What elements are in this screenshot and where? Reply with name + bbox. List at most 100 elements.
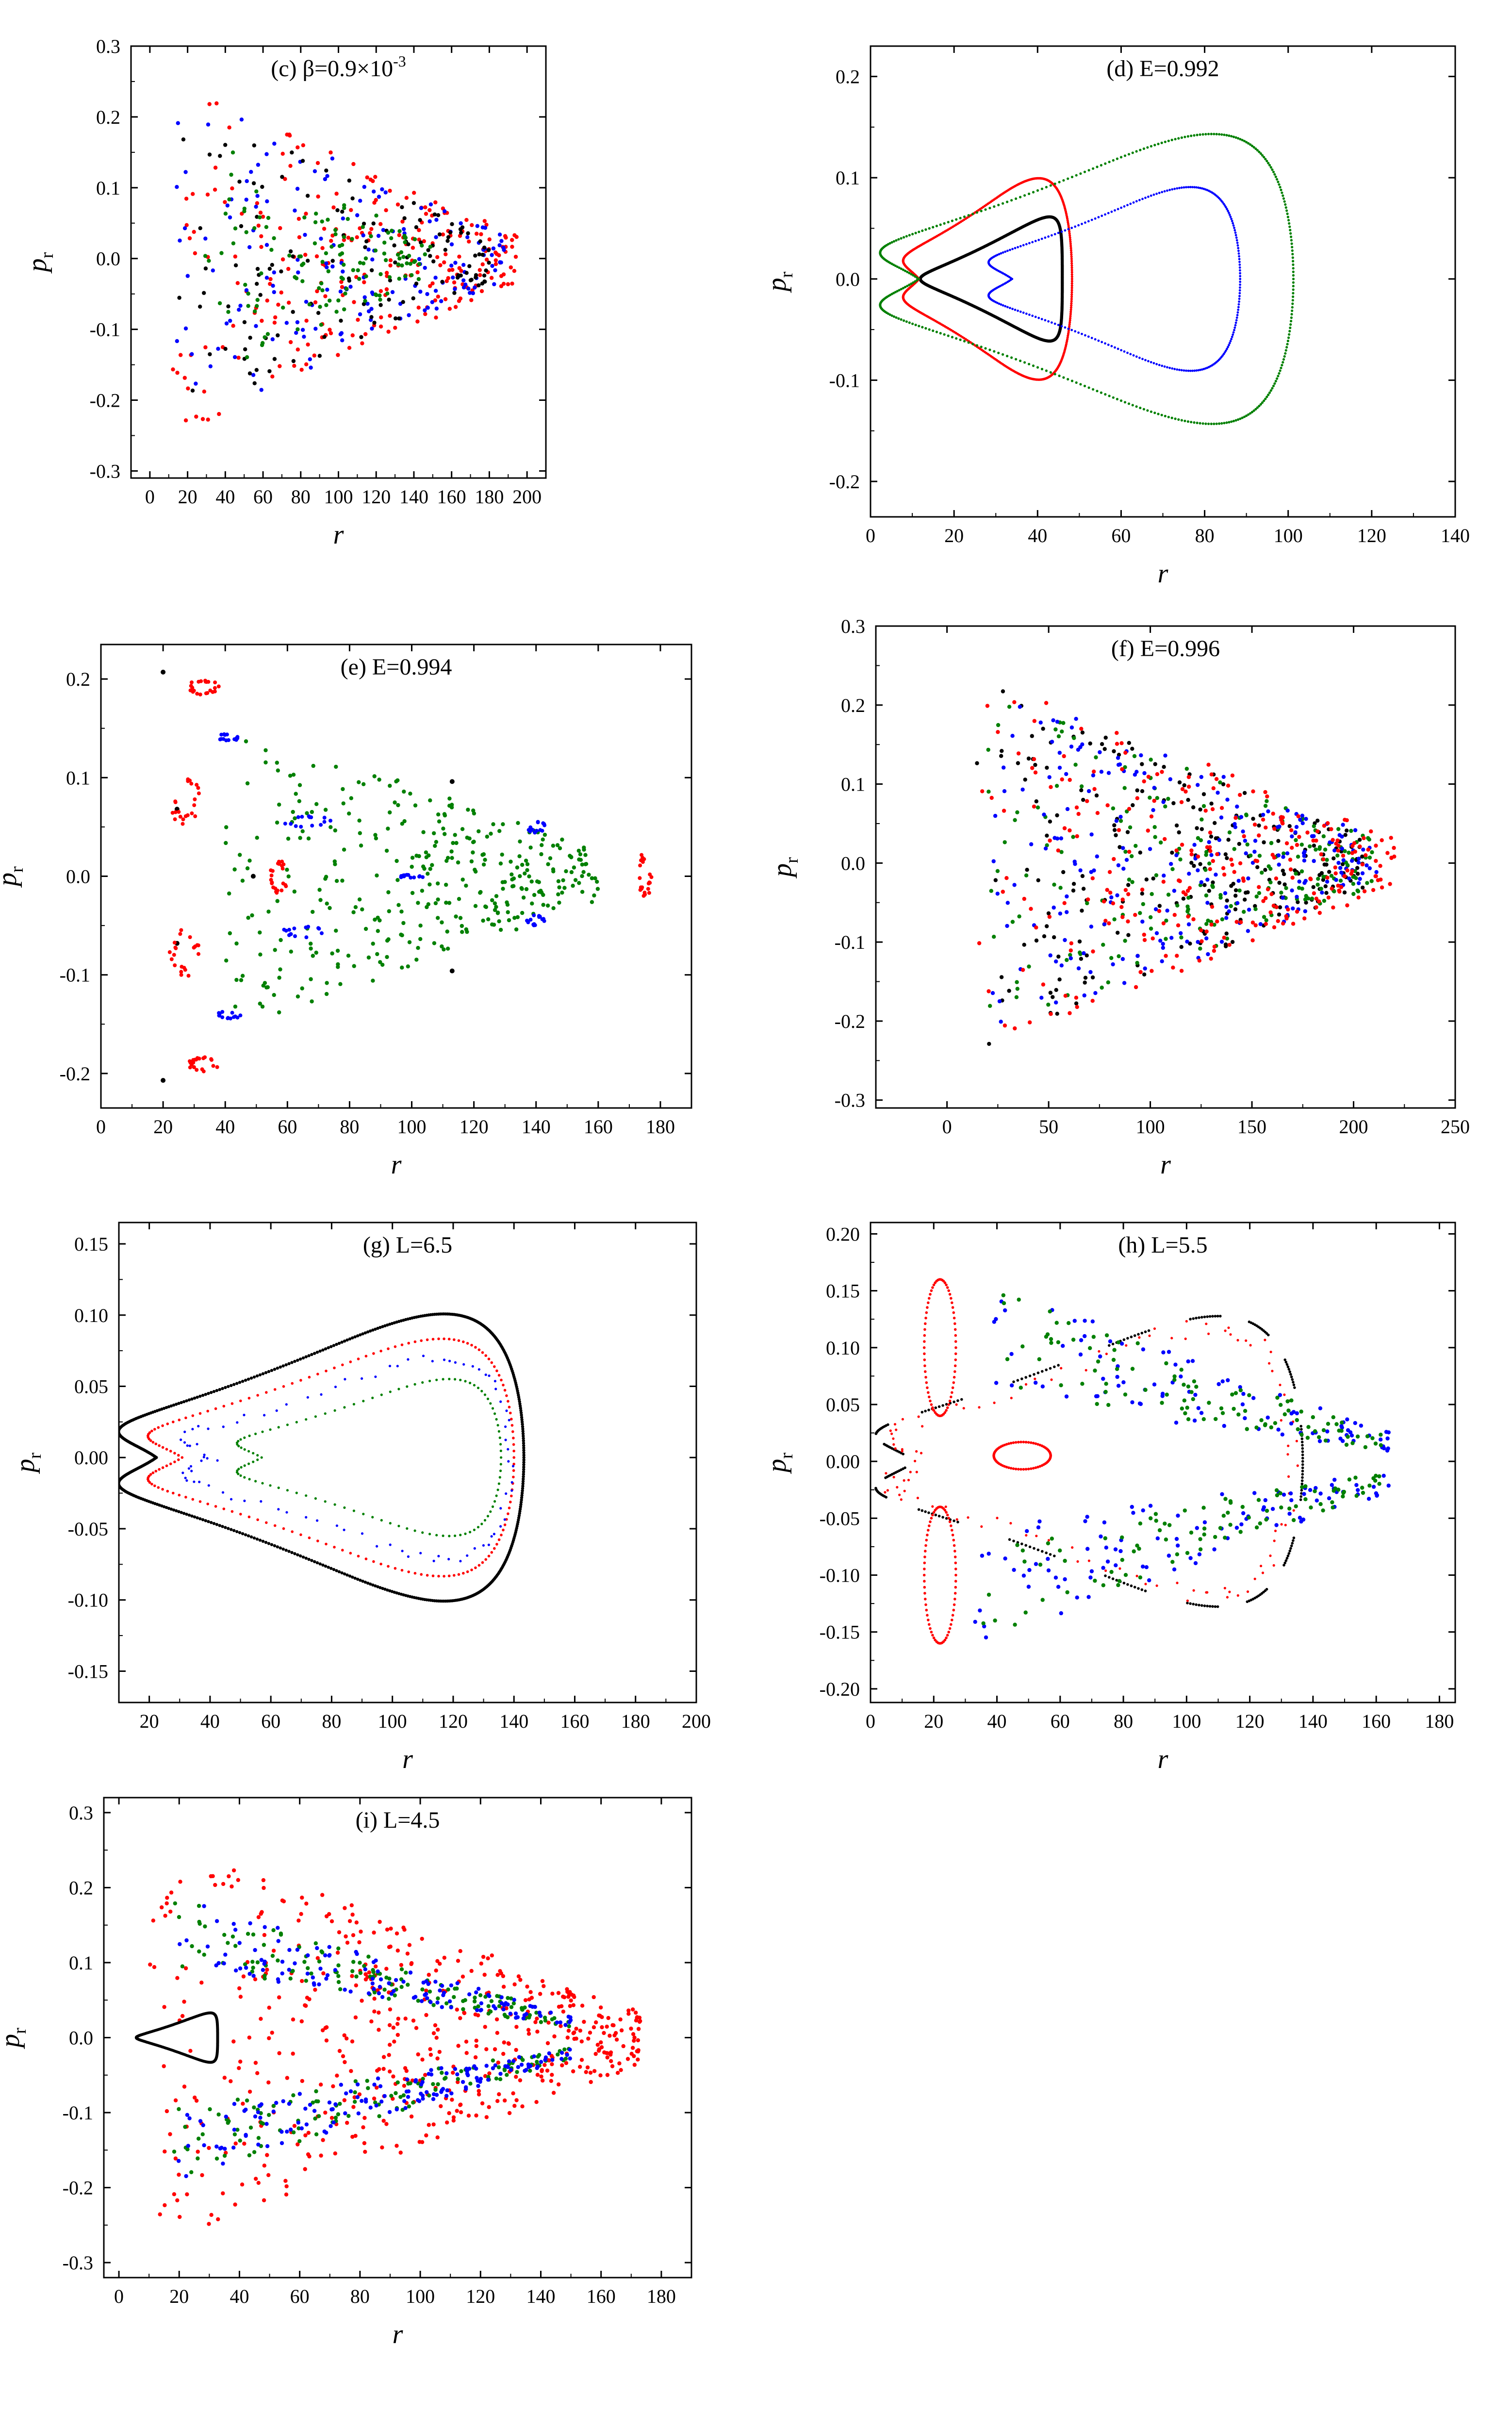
curve-point xyxy=(520,1491,524,1495)
data-point xyxy=(1186,914,1190,919)
curve-point xyxy=(351,1336,354,1339)
data-point xyxy=(1303,897,1308,902)
data-point xyxy=(297,254,301,259)
curve-point xyxy=(1229,340,1232,343)
data-point xyxy=(300,279,305,283)
data-point xyxy=(399,250,404,254)
data-point xyxy=(1249,853,1253,858)
curve-point xyxy=(1028,242,1031,245)
island-point xyxy=(186,974,191,978)
data-point xyxy=(1151,876,1155,881)
panel-e: 0 20 40 60 80 100 120 140 160 180-0.2-0.10.00.10.… xyxy=(0,644,692,1180)
data-point xyxy=(1065,958,1069,962)
curve-point xyxy=(1228,134,1231,137)
curve-point xyxy=(1070,266,1073,269)
island-point xyxy=(213,686,217,690)
curve-point xyxy=(1112,159,1115,162)
curve-point xyxy=(1068,321,1071,324)
curve-point xyxy=(943,222,946,225)
data-point xyxy=(386,231,391,235)
data-point xyxy=(1219,940,1224,944)
curve-point xyxy=(522,1434,525,1438)
data-point xyxy=(1212,949,1216,953)
island-point xyxy=(192,803,197,808)
data-point xyxy=(258,1001,262,1006)
data-point xyxy=(1336,860,1341,865)
curve-point xyxy=(386,1588,389,1592)
curve-point xyxy=(1173,368,1176,370)
data-point xyxy=(208,352,212,357)
data-point xyxy=(373,917,377,922)
data-point xyxy=(299,367,304,372)
curve-point xyxy=(1069,240,1072,243)
curve-point xyxy=(243,1436,246,1439)
y-tick-label: 0.1 xyxy=(841,774,865,795)
curve-point xyxy=(1150,145,1152,148)
data-point xyxy=(319,236,323,241)
curve-point xyxy=(1273,173,1276,176)
data-point xyxy=(1026,756,1031,761)
plot-frame xyxy=(870,45,1456,518)
data-point xyxy=(1187,784,1191,789)
curve-point xyxy=(1070,176,1074,179)
curve-point xyxy=(500,1534,503,1537)
island-point xyxy=(642,891,647,895)
data-point xyxy=(320,288,325,293)
island-point xyxy=(329,819,332,823)
data-point xyxy=(347,178,351,183)
data-point xyxy=(1229,904,1233,909)
data-point xyxy=(420,889,425,893)
panel-title-exponent: -3 xyxy=(393,52,406,70)
data-point xyxy=(433,843,437,848)
curve-point xyxy=(1028,363,1031,365)
data-point xyxy=(233,254,237,259)
y-tick-label: -0.3 xyxy=(835,1090,865,1111)
data-point xyxy=(1277,880,1282,885)
curve-point xyxy=(1290,320,1293,323)
data-point xyxy=(1014,995,1019,999)
curve-point xyxy=(324,1347,328,1351)
curve-point xyxy=(1176,368,1179,371)
curve-point xyxy=(1199,133,1201,136)
curve-point xyxy=(1201,133,1204,136)
data-point xyxy=(1140,762,1144,766)
curve-point xyxy=(1069,247,1072,249)
curve-point xyxy=(997,203,1000,206)
data-point xyxy=(313,220,318,225)
data-point xyxy=(493,262,498,266)
data-point xyxy=(551,843,556,848)
data-point xyxy=(433,200,438,205)
data-point xyxy=(1236,878,1241,883)
curve-point xyxy=(1126,351,1129,354)
data-point xyxy=(1175,903,1180,908)
data-point xyxy=(1269,892,1274,896)
curve-point xyxy=(1265,160,1268,163)
data-point xyxy=(573,878,578,882)
data-point xyxy=(1059,836,1064,841)
data-point xyxy=(1206,762,1211,767)
data-point xyxy=(338,982,343,986)
curve-point xyxy=(282,1385,285,1388)
data-point xyxy=(375,873,379,878)
data-point xyxy=(288,249,293,254)
data-point xyxy=(422,239,426,244)
data-point xyxy=(1166,796,1170,801)
curve-point xyxy=(1286,212,1289,215)
data-point xyxy=(1356,881,1361,886)
data-point xyxy=(272,357,277,361)
curve-point xyxy=(1218,133,1221,136)
curve-point xyxy=(1168,366,1171,369)
curve-point xyxy=(519,1503,523,1506)
y-tick-label: -0.2 xyxy=(60,1063,90,1085)
data-point xyxy=(1092,787,1097,792)
plot-frame xyxy=(100,644,692,1109)
data-point xyxy=(489,831,493,836)
curve-point xyxy=(1193,186,1196,189)
data-point xyxy=(999,975,1004,979)
curve-point xyxy=(1150,410,1152,413)
data-point xyxy=(425,292,429,297)
data-point xyxy=(183,326,188,331)
data-point xyxy=(244,739,248,744)
data-point xyxy=(207,152,212,157)
curve-point xyxy=(258,1538,262,1542)
